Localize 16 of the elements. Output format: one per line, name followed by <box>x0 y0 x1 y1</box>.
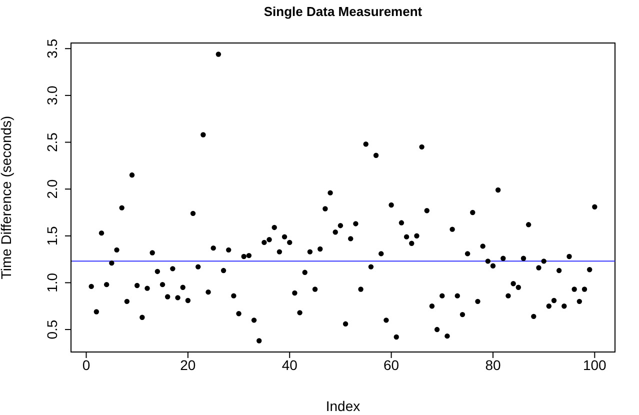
y-axis-title: Time Difference (seconds) <box>0 116 14 280</box>
y-tick-label: 0.5 <box>44 320 60 340</box>
y-tick-label: 1.0 <box>44 272 60 292</box>
y-tick-label: 2.0 <box>44 179 60 199</box>
x-tick-label: 20 <box>180 356 196 373</box>
chart-title: Single Data Measurement <box>262 4 424 19</box>
x-tick-label: 80 <box>485 356 501 373</box>
y-tick-label: 2.5 <box>44 132 60 152</box>
y-tick-label: 3.0 <box>44 85 60 106</box>
y-tick-label: 3.5 <box>44 38 60 58</box>
x-tick-label: 100 <box>582 356 607 373</box>
y-tick-label: 1.5 <box>44 226 60 246</box>
x-tick-label: 60 <box>384 356 400 373</box>
x-tick-label: 40 <box>282 356 298 373</box>
x-tick-label: 0 <box>82 356 90 373</box>
x-axis-title: Index <box>326 398 360 414</box>
